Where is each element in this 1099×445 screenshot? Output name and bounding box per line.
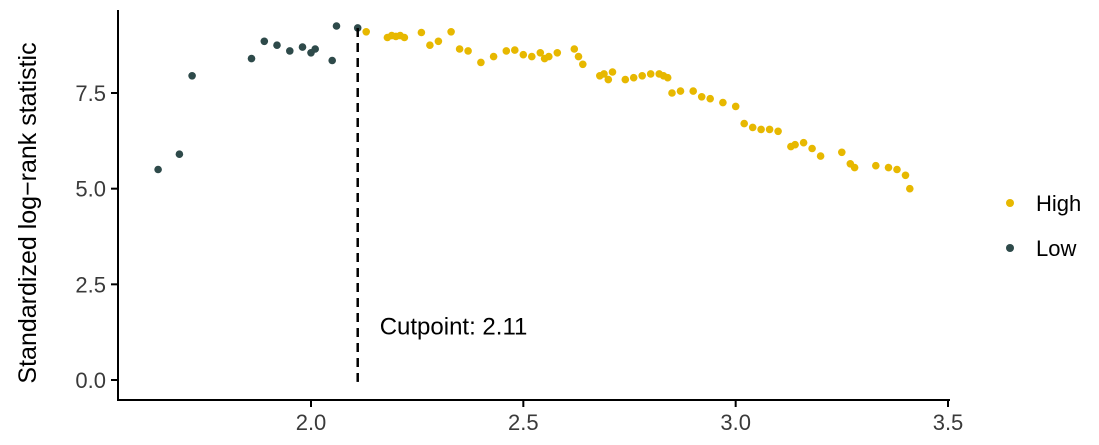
point-high xyxy=(608,68,617,76)
legend-marker-low xyxy=(1006,244,1014,252)
point-high xyxy=(434,37,443,46)
legend-marker-high xyxy=(1006,199,1014,207)
point-high xyxy=(400,33,409,42)
point-low xyxy=(332,22,341,30)
point-low xyxy=(175,150,184,158)
point-high xyxy=(697,93,706,101)
x-ticks: 2.0 2.5 3.0 3.5 xyxy=(296,400,964,435)
point-high xyxy=(477,58,485,67)
point-high xyxy=(816,152,825,160)
point-high xyxy=(906,184,914,193)
x-tick-label: 3.5 xyxy=(933,410,964,435)
point-high xyxy=(519,50,528,59)
data-points xyxy=(154,22,914,193)
point-high xyxy=(838,148,846,157)
point-high xyxy=(464,47,472,55)
legend-label-high: High xyxy=(1036,191,1081,216)
point-high xyxy=(689,87,697,95)
point-high xyxy=(872,161,880,170)
point-high xyxy=(604,75,613,84)
point-high xyxy=(502,47,511,55)
point-high xyxy=(676,87,685,95)
point-high xyxy=(893,165,901,174)
point-high xyxy=(455,45,464,53)
y-ticks: 0.0 2.5 5.0 7.5 xyxy=(75,81,118,393)
x-tick-label: 2.0 xyxy=(296,410,327,435)
point-high xyxy=(362,28,371,36)
point-high xyxy=(646,70,655,78)
point-high xyxy=(600,70,608,78)
point-high xyxy=(791,140,799,149)
y-tick-label: 7.5 xyxy=(75,81,106,106)
point-high xyxy=(901,171,910,180)
point-low xyxy=(247,54,256,63)
point-low xyxy=(353,24,362,32)
point-high xyxy=(417,28,426,37)
y-tick-label: 5.0 xyxy=(75,177,106,202)
point-low xyxy=(286,47,294,55)
point-high xyxy=(719,98,727,107)
point-high xyxy=(774,127,782,136)
point-low xyxy=(154,165,162,174)
point-high xyxy=(740,119,748,128)
point-high xyxy=(808,144,816,153)
point-high xyxy=(799,138,808,147)
y-axis-label: Standardized log−rank statistic xyxy=(14,42,42,383)
point-high xyxy=(748,123,757,132)
point-high xyxy=(663,73,672,82)
point-high xyxy=(545,52,553,61)
point-high xyxy=(426,41,434,49)
y-tick-label: 0.0 xyxy=(75,368,106,393)
point-high xyxy=(528,52,536,61)
point-high xyxy=(536,49,545,57)
point-high xyxy=(570,45,579,53)
point-high xyxy=(553,49,562,57)
point-high xyxy=(574,52,583,61)
point-high xyxy=(668,89,676,97)
point-high xyxy=(850,163,859,172)
y-tick-label: 2.5 xyxy=(75,272,106,297)
point-low xyxy=(328,56,337,65)
legend: High Low xyxy=(1006,191,1081,261)
axes xyxy=(117,10,950,401)
point-low xyxy=(188,72,196,80)
point-high xyxy=(757,125,765,134)
x-tick-label: 3.0 xyxy=(720,410,751,435)
point-high xyxy=(706,94,714,103)
cutpoint-label: Cutpoint: 2.11 xyxy=(380,313,528,340)
point-high xyxy=(511,46,519,54)
point-high xyxy=(579,60,587,69)
point-high xyxy=(731,102,740,111)
x-tick-label: 2.5 xyxy=(508,410,539,435)
legend-label-low: Low xyxy=(1036,236,1076,261)
point-low xyxy=(273,41,281,49)
point-high xyxy=(621,75,630,84)
point-high xyxy=(489,52,498,61)
point-high xyxy=(629,73,638,82)
point-high xyxy=(447,28,455,36)
point-low xyxy=(260,37,269,46)
point-low xyxy=(311,45,320,53)
point-high xyxy=(638,72,646,80)
point-low xyxy=(298,43,307,51)
point-high xyxy=(884,163,893,172)
point-high xyxy=(765,125,774,134)
